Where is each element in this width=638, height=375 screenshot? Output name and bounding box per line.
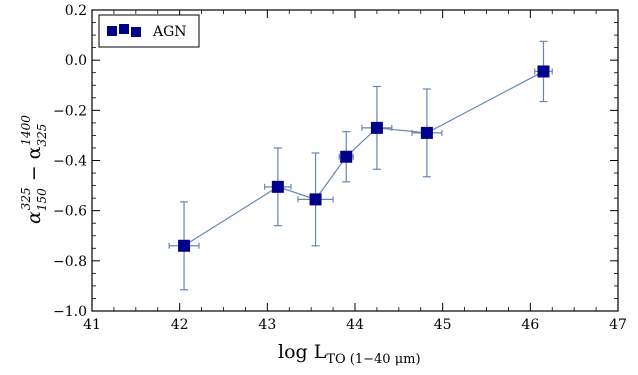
- y-label-sup1: 325: [19, 187, 33, 210]
- data-point: [370, 121, 383, 134]
- legend-marker: [107, 26, 117, 36]
- x-axis-label-sub: TO (1−40 μm): [326, 352, 420, 367]
- legend-marker: [119, 24, 129, 34]
- x-tick-label: 46: [521, 317, 539, 333]
- y-tick-label: −1.0: [53, 304, 87, 320]
- y-label-sup2: 1400: [19, 115, 33, 146]
- x-axis-label-main: log L: [278, 341, 327, 363]
- plot-frame: [91, 9, 619, 312]
- legend-marker: [131, 27, 141, 37]
- x-tick-label: 44: [346, 317, 364, 333]
- x-tick-label: 41: [83, 317, 101, 333]
- y-label-alpha: α: [23, 211, 45, 224]
- x-tick-label: 47: [609, 317, 627, 333]
- x-tick-label: 42: [171, 317, 189, 333]
- data-point: [309, 193, 322, 206]
- markers: [178, 65, 550, 252]
- data-point: [271, 180, 284, 193]
- data-point: [340, 150, 353, 163]
- data-point: [178, 239, 191, 252]
- x-axis-label: log LTO (1−40 μm): [278, 341, 421, 367]
- legend: AGN: [98, 14, 200, 48]
- y-label-sub2: 325: [35, 124, 49, 147]
- y-label-minus: − α: [23, 146, 45, 187]
- y-axis-label: α150325 − α3251400: [19, 115, 49, 224]
- y-label-sub1: 150: [35, 188, 49, 211]
- legend-label: AGN: [152, 24, 187, 40]
- y-tick-label: −0.4: [53, 154, 87, 170]
- series-line-agn: [183, 70, 544, 247]
- data-point: [537, 65, 550, 78]
- data-point: [420, 126, 433, 139]
- error-bars: [168, 40, 553, 291]
- y-tick-label: 0.2: [65, 3, 87, 19]
- y-tick-label: −0.6: [53, 204, 87, 220]
- y-tick-label: −0.8: [53, 254, 87, 270]
- y-tick-label: −0.2: [53, 103, 87, 119]
- svg-text:α150325 − α3251400: α150325 − α3251400: [19, 115, 49, 224]
- ticks: 41 42 43 44 45 46 47 −1.0 −0.8 −0.6 −0.4 −0.2 0.0 0.2: [53, 3, 627, 333]
- x-tick-label: 43: [258, 317, 276, 333]
- x-tick-label: 45: [434, 317, 452, 333]
- y-tick-label: 0.0: [65, 53, 87, 69]
